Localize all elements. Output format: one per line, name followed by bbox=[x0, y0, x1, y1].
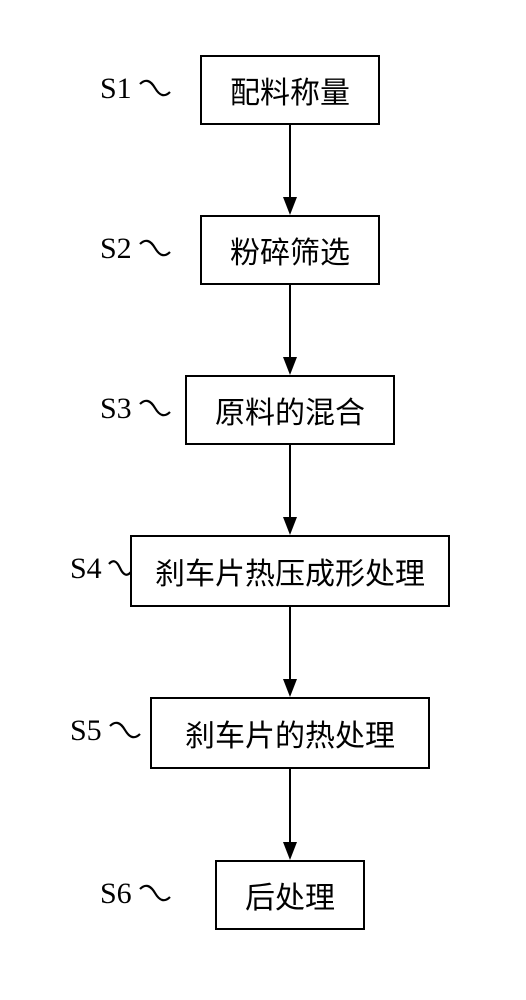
node-s3: 原料的混合 bbox=[185, 375, 395, 445]
arrow-s4-s5-icon bbox=[283, 607, 297, 697]
label-s5: S5 bbox=[70, 714, 102, 748]
label-s3: S3 bbox=[100, 392, 132, 426]
squiggle-s6-icon bbox=[138, 885, 172, 905]
node-s1-text: 配料称量 bbox=[230, 68, 350, 112]
node-s6-text: 后处理 bbox=[245, 873, 335, 917]
arrow-s3-s4-icon bbox=[283, 445, 297, 535]
squiggle-s5-icon bbox=[108, 722, 142, 742]
squiggle-s3-icon bbox=[138, 400, 172, 420]
node-s2-text: 粉碎筛选 bbox=[230, 228, 350, 272]
flowchart-canvas: 配料称量 S1 粉碎筛选 S2 原料的混合 S3 刹车片热压成形处理 S4 刹车… bbox=[0, 0, 526, 1000]
node-s5-text: 刹车片的热处理 bbox=[185, 711, 395, 755]
node-s5: 刹车片的热处理 bbox=[150, 697, 430, 769]
squiggle-s2-icon bbox=[138, 240, 172, 260]
node-s3-text: 原料的混合 bbox=[215, 388, 365, 432]
label-s4: S4 bbox=[70, 552, 102, 586]
node-s6: 后处理 bbox=[215, 860, 365, 930]
label-s6: S6 bbox=[100, 877, 132, 911]
label-s1: S1 bbox=[100, 72, 132, 106]
arrow-s1-s2-icon bbox=[283, 125, 297, 215]
squiggle-s4-icon bbox=[108, 560, 132, 580]
node-s4-text: 刹车片热压成形处理 bbox=[155, 549, 425, 593]
squiggle-s1-icon bbox=[138, 80, 172, 100]
node-s2: 粉碎筛选 bbox=[200, 215, 380, 285]
node-s1: 配料称量 bbox=[200, 55, 380, 125]
label-s2: S2 bbox=[100, 232, 132, 266]
node-s4: 刹车片热压成形处理 bbox=[130, 535, 450, 607]
arrow-s2-s3-icon bbox=[283, 285, 297, 375]
arrow-s5-s6-icon bbox=[283, 769, 297, 860]
